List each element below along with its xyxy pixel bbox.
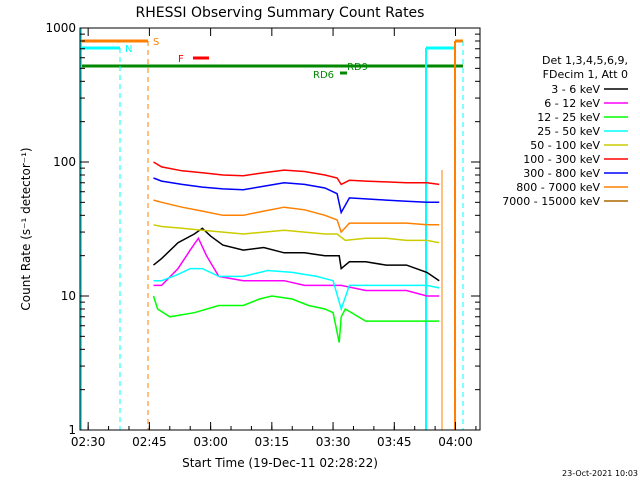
- legend: Det 1,3,4,5,6,9, FDecim 1, Att 0 3 - 6 k…: [502, 54, 628, 208]
- y-tick-label: 1000: [45, 21, 76, 35]
- plot-frame: [79, 27, 481, 431]
- annotation-label: S: [153, 37, 159, 48]
- series-line-4: [153, 224, 440, 244]
- series-line-6: [153, 177, 440, 215]
- x-tick-label: 03:00: [193, 435, 228, 449]
- legend-header: FDecim 1, Att 0: [543, 68, 628, 81]
- y-tick-label: 10: [61, 289, 76, 303]
- legend-label: 800 - 7000 keV: [516, 181, 600, 194]
- x-tick-label: 03:45: [377, 435, 412, 449]
- x-tick-label: 02:30: [71, 435, 106, 449]
- y-tick-label: 100: [53, 155, 76, 169]
- legend-label: 25 - 50 keV: [537, 125, 600, 138]
- x-tick-label: 04:00: [438, 435, 473, 449]
- x-tick-label: 03:15: [255, 435, 290, 449]
- chart-title: RHESSI Observing Summary Count Rates: [136, 5, 425, 21]
- series-line-0: [153, 227, 440, 282]
- y-tick-label: 1: [68, 423, 76, 437]
- legend-label: 300 - 800 keV: [523, 167, 600, 180]
- annotation-label: RD9: [347, 62, 368, 73]
- state-labels: S N F RD9 RD6: [125, 37, 368, 81]
- tick-layer: 02:30 02:45 03:00 03:15 03:30 03:45 04:00 1 10 10…: [45, 21, 480, 449]
- state-vlines: [80, 28, 464, 430]
- annotation-label: RD6: [313, 70, 334, 81]
- series-layer: [152, 161, 440, 343]
- annotation-label: N: [125, 44, 132, 55]
- series-line-5: [153, 161, 440, 186]
- legend-label: 50 - 100 keV: [530, 139, 600, 152]
- x-axis-label: Start Time (19-Dec-11 02:28:22): [182, 456, 378, 470]
- legend-header: Det 1,3,4,5,6,9,: [542, 54, 628, 67]
- x-tick-label: 03:30: [316, 435, 351, 449]
- series-line-3: [153, 267, 440, 312]
- state-bars: [81, 39, 463, 75]
- legend-label: 7000 - 15000 keV: [502, 195, 600, 208]
- series-line-7: [153, 199, 440, 234]
- legend-label: 6 - 12 keV: [544, 97, 600, 110]
- x-tick-label: 02:45: [132, 435, 167, 449]
- series-line-1: [153, 236, 440, 297]
- legend-label: 100 - 300 keV: [523, 153, 600, 166]
- series-line-2: [152, 295, 440, 343]
- legend-label: 12 - 25 keV: [537, 111, 600, 124]
- legend-label: 3 - 6 keV: [551, 83, 600, 96]
- annotation-label: F: [178, 54, 184, 65]
- footer-timestamp: 23-Oct-2021 10:03: [562, 469, 638, 478]
- y-axis-label: Count Rate (s⁻¹ detector⁻¹): [19, 147, 33, 310]
